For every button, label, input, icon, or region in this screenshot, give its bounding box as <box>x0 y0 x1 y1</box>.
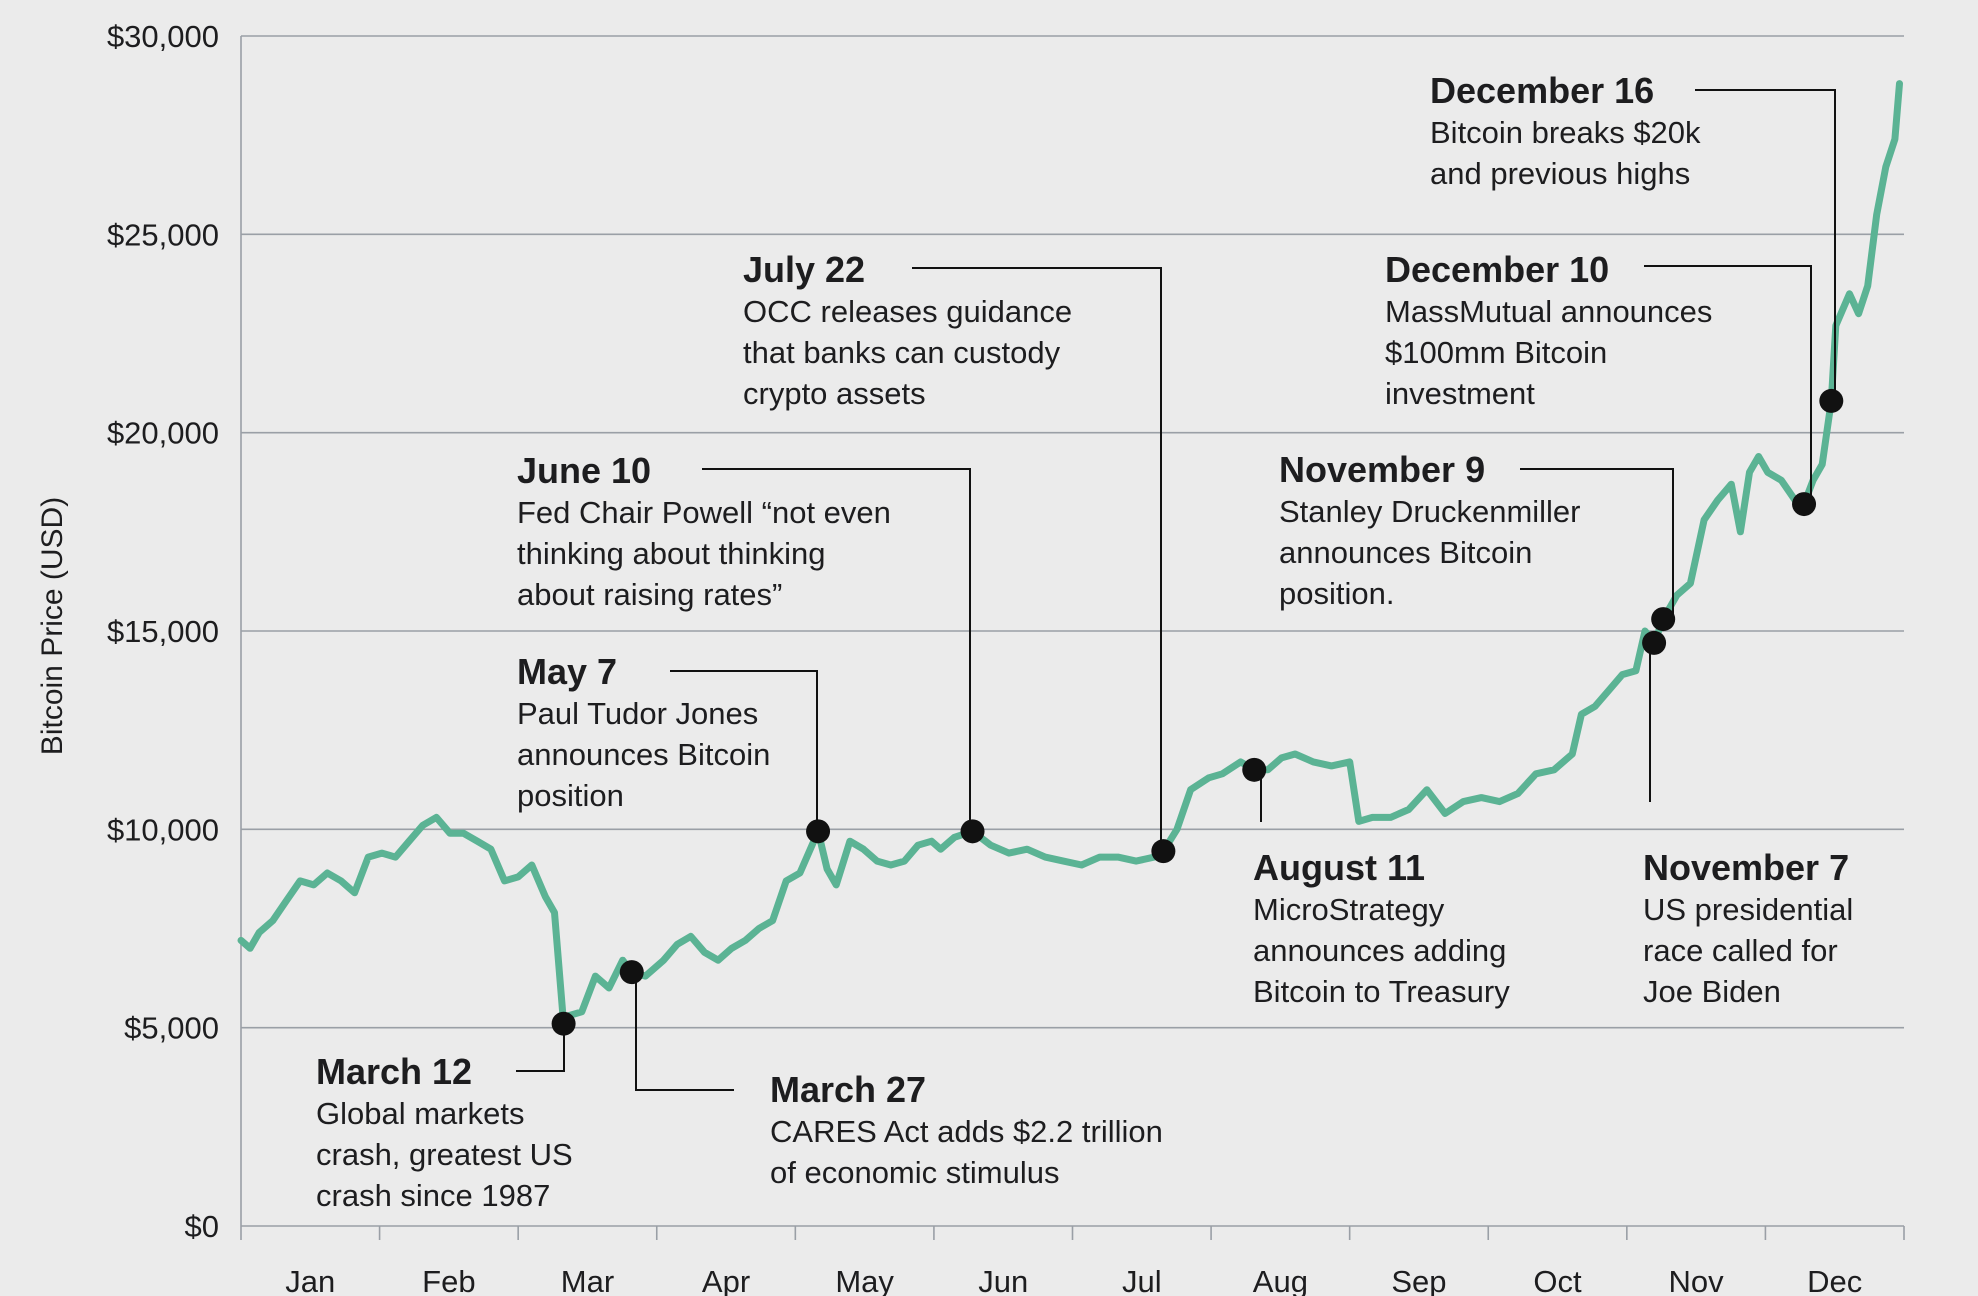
annotation-date: June 10 <box>517 450 652 491</box>
annotation-leader <box>670 670 818 832</box>
annotation-date: March 12 <box>316 1051 473 1092</box>
annotation-text: MicroStrategy announces adding Bitcoin t… <box>1253 892 1510 1009</box>
event-marker <box>1242 757 1267 782</box>
x-axis: Jan Feb Mar Apr May Jun Jul Aug Sep Oct Nov Dec <box>240 1226 1905 1296</box>
x-tick-label: Apr <box>702 1264 750 1296</box>
x-tick-label: Sep <box>1391 1264 1446 1296</box>
annotation-leader <box>1520 468 1674 620</box>
x-tick-label: Mar <box>561 1264 614 1296</box>
event-marker <box>1819 388 1844 413</box>
event-markers <box>551 388 1844 1036</box>
annotation: November 9 Stanley Druckenmiller announce… <box>1279 448 1581 614</box>
annotation-text: OCC releases guidance that banks can cus… <box>743 294 1073 411</box>
annotation-date: November 9 <box>1279 449 1486 490</box>
y-tick-label: $5,000 <box>124 1011 219 1046</box>
annotation: November 7 US presidential race called fo… <box>1643 846 1853 1012</box>
annotation: May 7 Paul Tudor Jones announces Bitcoin … <box>517 650 770 816</box>
annotation: March 27 CARES Act adds $2.2 trillion of … <box>770 1068 1163 1193</box>
annotation-date: May 7 <box>517 651 618 692</box>
annotation: March 12 Global markets crash, greatest U… <box>316 1050 573 1216</box>
annotation-date: December 16 <box>1430 70 1655 111</box>
event-marker <box>1651 607 1676 632</box>
annotation: June 10 Fed Chair Powell “not even thinki… <box>517 449 891 615</box>
annotation: December 16 Bitcoin breaks $20k and previ… <box>1430 69 1701 194</box>
y-tick-label: $10,000 <box>107 812 219 847</box>
annotation-leader <box>635 972 734 1091</box>
event-marker <box>806 819 831 844</box>
y-tick-label: $20,000 <box>107 416 219 451</box>
annotation-leader <box>912 267 1162 852</box>
x-tick-label: Jun <box>978 1264 1028 1296</box>
x-tick-label: Nov <box>1669 1264 1725 1296</box>
event-marker <box>1792 492 1817 517</box>
y-tick-label: $15,000 <box>107 614 219 649</box>
annotation-text: Global markets crash, greatest US crash … <box>316 1096 573 1213</box>
annotation-leader <box>1644 265 1812 505</box>
annotation-text: US presidential race called for Joe Bide… <box>1643 892 1854 1009</box>
x-tick-label: Feb <box>422 1264 475 1296</box>
price-series <box>237 80 1903 1028</box>
event-marker <box>551 1011 576 1036</box>
event-marker <box>960 819 985 844</box>
x-tick-label: Jan <box>285 1264 335 1296</box>
x-tick-label: Aug <box>1253 1264 1308 1296</box>
annotation-text: MassMutual announces $100mm Bitcoin inve… <box>1385 294 1713 411</box>
annotation-leader <box>516 1023 565 1072</box>
x-tick-label: May <box>835 1264 894 1296</box>
price-line <box>237 80 1903 1028</box>
y-tick-label: $25,000 <box>107 217 219 252</box>
annotation-leader-lines <box>516 89 1836 1091</box>
annotation-text: Fed Chair Powell “not even thinking abou… <box>517 495 891 612</box>
annotation-date: March 27 <box>770 1069 927 1110</box>
annotation-text: Bitcoin breaks $20k and previous highs <box>1430 115 1701 191</box>
annotation-date: December 10 <box>1385 249 1610 290</box>
annotation-leader <box>1695 89 1836 401</box>
x-tick-label: Dec <box>1807 1264 1862 1296</box>
annotation-leader <box>702 468 971 832</box>
annotation: July 22 OCC releases guidance that banks … <box>743 248 1072 414</box>
event-marker <box>619 960 644 985</box>
x-tick-label: Jul <box>1122 1264 1162 1296</box>
annotation-text: Paul Tudor Jones announces Bitcoin posit… <box>517 696 771 813</box>
annotation-text: Stanley Druckenmiller announces Bitcoin … <box>1279 494 1581 611</box>
event-marker <box>1151 839 1176 864</box>
event-marker <box>1642 630 1667 655</box>
annotation-date: August 11 <box>1253 847 1426 888</box>
annotation: August 11 MicroStrategy announces adding … <box>1253 846 1510 1012</box>
annotation-date: November 7 <box>1643 847 1850 888</box>
y-axis-title: Bitcoin Price (USD) <box>36 497 69 755</box>
annotation-date: July 22 <box>743 249 866 290</box>
annotation-text: CARES Act adds $2.2 trillion of economic… <box>770 1114 1163 1190</box>
y-tick-label: $0 <box>185 1209 219 1244</box>
y-tick-label: $30,000 <box>107 19 219 54</box>
annotation: December 10 MassMutual announces $100mm B… <box>1385 248 1712 414</box>
gridlines <box>241 35 1904 1227</box>
x-tick-label: Oct <box>1533 1264 1582 1296</box>
y-axis: $0 $5,000 $10,000 $15,000 $20,000 $25,000 $30,… <box>107 19 242 1244</box>
